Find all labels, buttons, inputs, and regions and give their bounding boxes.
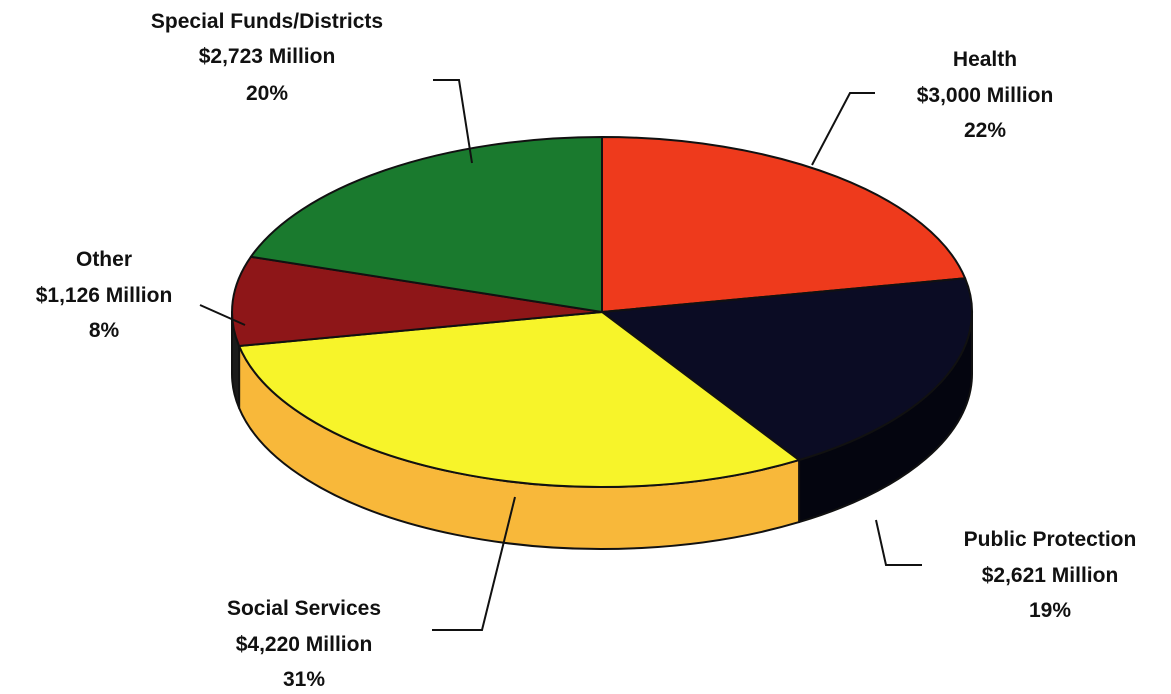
label-special-funds-amount: $2,723 Million (199, 45, 336, 68)
label-special-funds-name: Special Funds/Districts (151, 10, 383, 33)
label-health-amount: $3,000 Million (917, 84, 1054, 107)
label-social-services-name: Social Services (227, 597, 381, 620)
pie-slices (231, 136, 973, 488)
label-public-protection-percent: 19% (1029, 599, 1071, 622)
pie-slice-public-protection (601, 277, 973, 462)
leader-line-social-services (432, 496, 516, 631)
pie-slice-special-funds-districts (249, 136, 603, 313)
label-health: Health $3,000 Million 22% (917, 48, 1054, 142)
label-special-funds: Special Funds/Districts $2,723 Million 2… (151, 10, 383, 105)
label-special-funds-percent: 20% (246, 82, 288, 105)
label-other-percent: 8% (89, 319, 120, 342)
pie-slice-health (601, 136, 967, 313)
label-public-protection-amount: $2,621 Million (982, 564, 1119, 587)
slice-labels: Health $3,000 Million 22% Special Funds/… (36, 10, 1137, 691)
leader-line-special-funds (433, 79, 473, 164)
label-social-services-amount: $4,220 Million (236, 633, 373, 656)
pie-slice-social-services (238, 311, 801, 488)
label-social-services: Social Services $4,220 Million 31% (227, 597, 381, 691)
label-social-services-percent: 31% (283, 668, 325, 691)
leader-lines (199, 79, 922, 631)
label-health-name: Health (953, 48, 1017, 71)
label-other-amount: $1,126 Million (36, 284, 173, 307)
leader-line-health (811, 92, 875, 166)
label-public-protection: Public Protection $2,621 Million 19% (964, 528, 1137, 622)
label-public-protection-name: Public Protection (964, 528, 1137, 551)
label-other-name: Other (76, 248, 132, 271)
pie-slice-other (231, 255, 603, 347)
leader-line-public-protection (875, 519, 922, 566)
label-health-percent: 22% (964, 119, 1006, 142)
label-other: Other $1,126 Million 8% (36, 248, 173, 342)
leader-line-other (199, 304, 246, 326)
